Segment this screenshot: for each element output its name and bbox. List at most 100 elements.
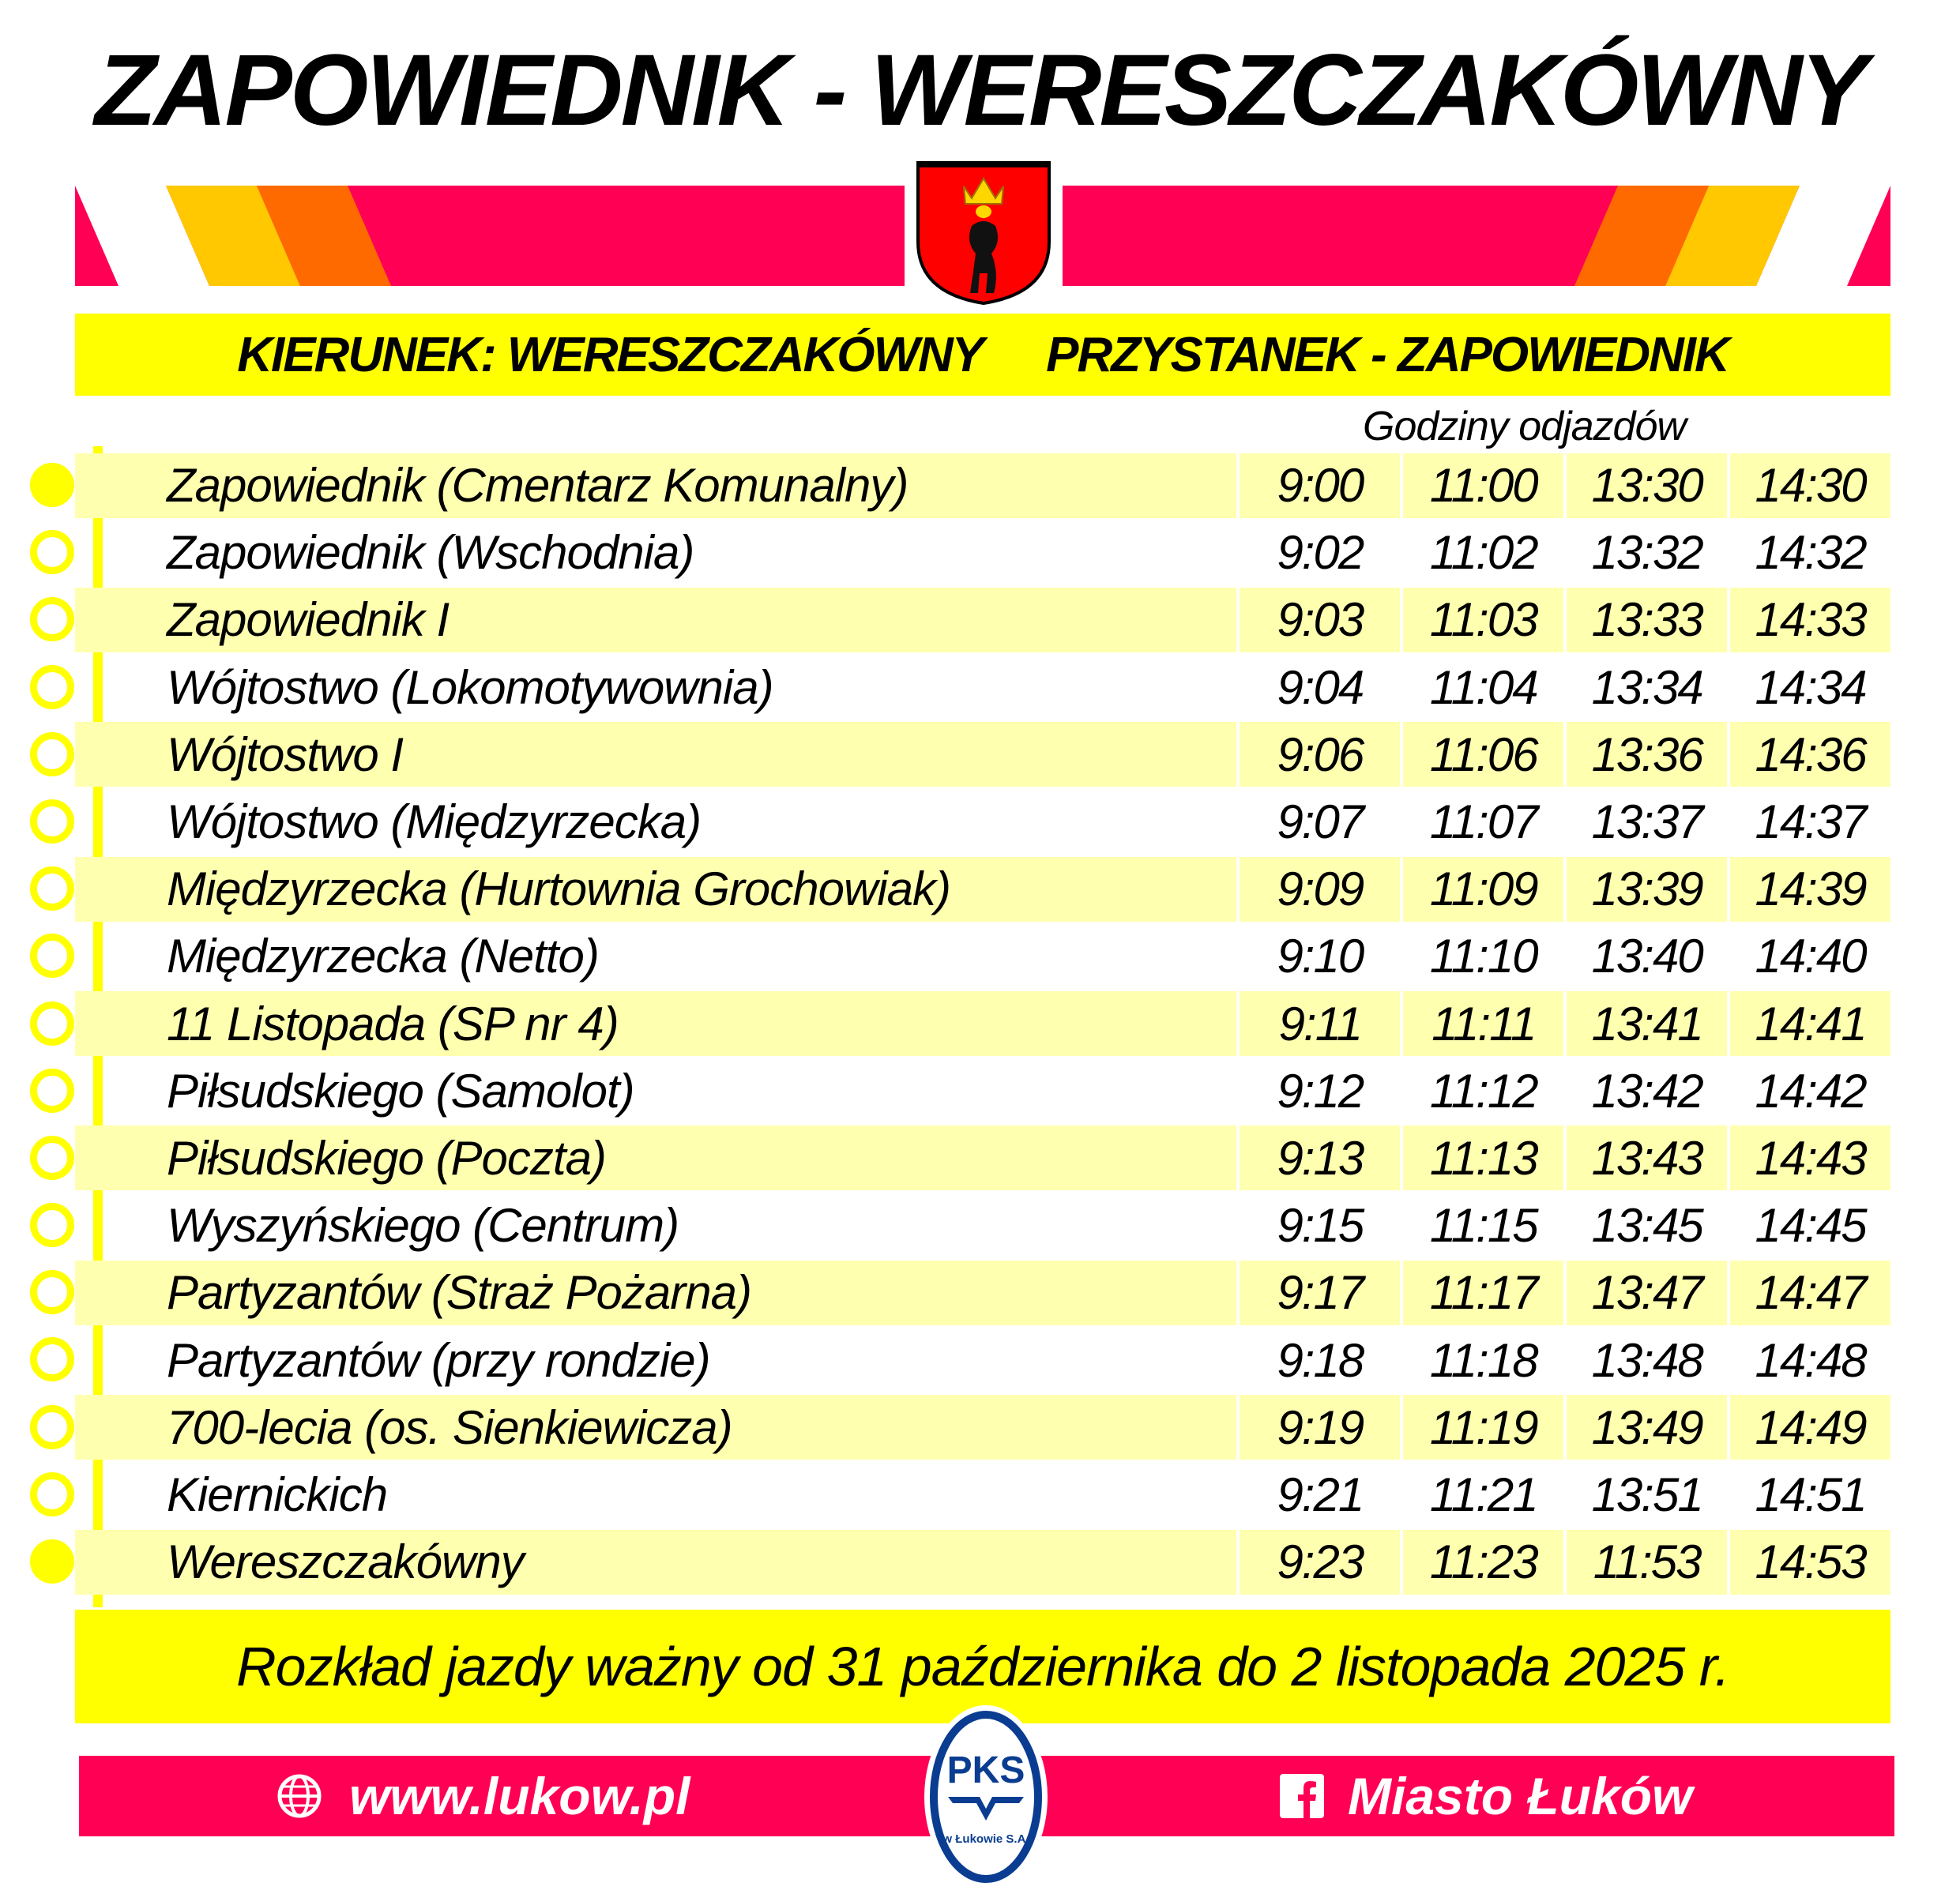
stop-label: PRZYSTANEK - ZAPOWIEDNIK	[1046, 327, 1730, 382]
departure-time: 9:19	[1240, 1395, 1401, 1460]
table-row: Kiernickich 9:21 11:21 13:51 14:51	[30, 1461, 1890, 1528]
table-row: Partyzantów (Straż Pożarna) 9:17 11:17 13:4…	[30, 1259, 1890, 1326]
departure-time: 9:23	[1240, 1529, 1401, 1595]
departure-time: 13:43	[1567, 1126, 1728, 1191]
departure-time: 14:32	[1755, 526, 1867, 580]
stop-name: Piłsudskiego (Poczta)	[75, 1126, 1237, 1191]
departure-time: 14:48	[1755, 1333, 1867, 1387]
stop-marker-icon	[30, 597, 74, 642]
departure-time: 11:12	[1429, 1064, 1539, 1118]
stop-name: Kiernickich	[167, 1467, 388, 1521]
departure-time: 11:18	[1429, 1333, 1539, 1387]
stop-name: Piłsudskiego (Samolot)	[167, 1064, 635, 1118]
departure-time: 13:39	[1567, 856, 1728, 922]
stop-marker-icon	[30, 1068, 74, 1113]
departure-time: 11:02	[1429, 526, 1539, 580]
departure-time: 11:10	[1429, 930, 1539, 983]
stop-name: Zapowiednik I	[75, 587, 1237, 652]
stop-name: Zapowiednik (Wschodnia)	[167, 526, 694, 580]
departure-time: 11:23	[1403, 1529, 1564, 1595]
departure-time: 14:45	[1755, 1199, 1867, 1253]
facebook-icon	[1280, 1774, 1324, 1818]
departure-time: 9:10	[1277, 930, 1364, 983]
departure-time: 11:13	[1403, 1126, 1564, 1191]
timetable: Zapowiednik (Cmentarz Komunalny) 9:00 11:0…	[30, 452, 1890, 1595]
table-row: Wójtostwo (Międzyrzecka) 9:07 11:07 13:37 14…	[30, 788, 1890, 855]
stop-marker-icon	[30, 799, 74, 844]
departure-time: 13:49	[1567, 1395, 1728, 1460]
departure-time: 14:43	[1730, 1126, 1890, 1191]
table-row: Wyszyńskiego (Centrum) 9:15 11:15 13:45 14:4…	[30, 1192, 1890, 1259]
departure-time: 14:40	[1755, 930, 1867, 983]
page-title: ZAPOWIEDNIK - WERESZCZAKÓWNY	[94, 34, 1868, 147]
table-row: Partyzantów (przy rondzie) 9:18 11:18 13:48…	[30, 1326, 1890, 1393]
departure-time: 11:17	[1403, 1260, 1564, 1325]
globe-icon	[277, 1774, 322, 1818]
departure-time: 11:19	[1403, 1395, 1564, 1460]
stop-marker-icon	[30, 530, 74, 575]
departure-time: 13:45	[1591, 1199, 1704, 1253]
website-text: www.lukow.pl	[349, 1767, 690, 1825]
stop-marker-icon	[30, 664, 74, 709]
stop-marker-icon	[30, 1135, 74, 1180]
departure-time: 14:41	[1730, 991, 1890, 1057]
stop-marker-icon	[30, 1270, 74, 1315]
departure-time: 13:34	[1591, 660, 1704, 714]
departure-time: 9:17	[1240, 1260, 1401, 1325]
departure-time: 13:30	[1567, 453, 1728, 518]
stop-name: Wójtostwo (Międzyrzecka)	[167, 795, 702, 849]
departure-time: 13:51	[1591, 1467, 1704, 1521]
departure-time: 11:06	[1403, 722, 1564, 787]
stop-name: Wójtostwo I	[75, 722, 1237, 787]
departure-time: 9:15	[1277, 1199, 1364, 1253]
pks-logo: PKS w Łukowie S.A.	[924, 1705, 1048, 1888]
departure-time: 9:04	[1277, 660, 1364, 714]
departure-time: 13:32	[1591, 526, 1704, 580]
departure-time: 11:15	[1429, 1199, 1539, 1253]
table-row: Międzyrzecka (Hurtownia Grochowiak) 9:09 1…	[30, 855, 1890, 923]
table-row: Zapowiednik (Cmentarz Komunalny) 9:00 11:0…	[30, 452, 1890, 519]
validity-notice: Rozkład jazdy ważny od 31 października d…	[75, 1610, 1890, 1723]
departure-time: 14:39	[1730, 856, 1890, 922]
departure-time: 14:49	[1730, 1395, 1890, 1460]
table-row: Wójtostwo I 9:06 11:06 13:36 14:36	[30, 721, 1890, 788]
table-row: Wójtostwo (Lokomotywownia) 9:04 11:04 13:34…	[30, 654, 1890, 721]
departure-time: 14:30	[1730, 453, 1890, 518]
departure-time: 13:47	[1567, 1260, 1728, 1325]
website-link[interactable]: www.lukow.pl	[277, 1756, 690, 1836]
departure-time: 9:07	[1277, 795, 1364, 849]
direction-header: KIERUNEK: WERESZCZAKÓWNY PRZYSTANEK - ZA…	[75, 314, 1890, 396]
departure-time: 9:00	[1240, 453, 1401, 518]
stop-marker-icon	[30, 934, 74, 979]
departure-time: 9:09	[1240, 856, 1401, 922]
departure-time: 9:03	[1240, 587, 1401, 652]
departure-time: 11:11	[1403, 991, 1564, 1057]
stop-marker-icon	[30, 1337, 74, 1382]
departure-time: 14:47	[1730, 1260, 1890, 1325]
table-row: Wereszczakówny 9:23 11:23 11:53 14:53	[30, 1528, 1890, 1595]
table-row: Piłsudskiego (Poczta) 9:13 11:13 13:43 14:43	[30, 1125, 1890, 1192]
stop-name: Wyszyńskiego (Centrum)	[167, 1199, 679, 1253]
departure-time: 14:53	[1730, 1529, 1890, 1595]
stop-name: Międzyrzecka (Netto)	[167, 930, 600, 983]
stop-marker-icon	[30, 1471, 74, 1516]
departure-time: 13:48	[1591, 1333, 1704, 1387]
table-row: Zapowiednik (Wschodnia) 9:02 11:02 13:32 14:…	[30, 519, 1890, 586]
departure-time: 14:37	[1755, 795, 1867, 849]
stop-marker-icon	[30, 866, 74, 911]
validity-text: Rozkład jazdy ważny od 31 października d…	[236, 1636, 1730, 1697]
departure-time: 9:18	[1277, 1333, 1364, 1387]
departure-time: 13:37	[1591, 795, 1704, 849]
direction-label: KIERUNEK: WERESZCZAKÓWNY	[237, 327, 984, 382]
departure-time: 9:11	[1240, 991, 1401, 1057]
departure-time: 13:42	[1591, 1064, 1704, 1118]
stop-name: Wójtostwo (Lokomotywownia)	[167, 660, 774, 714]
departure-time: 14:51	[1755, 1467, 1867, 1521]
facebook-link[interactable]: Miasto Łuków	[1280, 1756, 1692, 1836]
stop-marker-icon	[30, 1539, 74, 1584]
departure-time: 14:33	[1730, 587, 1890, 652]
pks-logo-subtext: w Łukowie S.A.	[942, 1832, 1029, 1846]
table-row: Zapowiednik I 9:03 11:03 13:33 14:33	[30, 586, 1890, 653]
departure-time: 9:13	[1240, 1126, 1401, 1191]
stop-name: Zapowiednik (Cmentarz Komunalny)	[75, 453, 1237, 518]
